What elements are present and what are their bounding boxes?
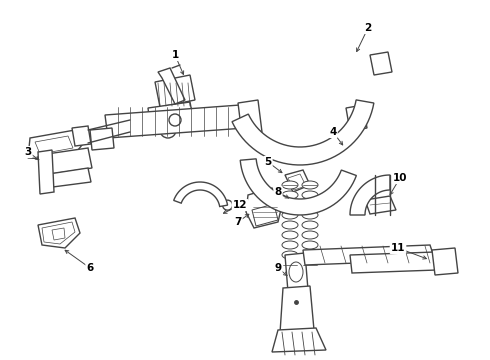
Ellipse shape — [282, 211, 298, 219]
Polygon shape — [288, 174, 306, 190]
Polygon shape — [155, 75, 195, 107]
Polygon shape — [246, 188, 282, 228]
Polygon shape — [272, 328, 326, 352]
Polygon shape — [42, 222, 75, 244]
Text: 10: 10 — [393, 173, 407, 183]
Ellipse shape — [282, 201, 298, 209]
Polygon shape — [432, 248, 458, 275]
Ellipse shape — [302, 201, 318, 209]
Polygon shape — [285, 170, 310, 192]
Polygon shape — [350, 175, 390, 215]
Polygon shape — [232, 100, 374, 165]
Polygon shape — [158, 68, 185, 104]
Polygon shape — [28, 130, 82, 160]
Polygon shape — [285, 253, 308, 292]
Text: 9: 9 — [274, 263, 282, 273]
Ellipse shape — [282, 191, 298, 199]
Polygon shape — [38, 150, 54, 194]
Ellipse shape — [282, 231, 298, 239]
Circle shape — [160, 122, 176, 138]
Polygon shape — [252, 204, 278, 226]
Ellipse shape — [302, 231, 318, 239]
Text: 1: 1 — [172, 50, 179, 60]
Polygon shape — [365, 196, 396, 214]
Circle shape — [169, 114, 181, 126]
Polygon shape — [238, 100, 262, 135]
Polygon shape — [240, 159, 356, 215]
Polygon shape — [346, 105, 367, 131]
Polygon shape — [52, 228, 65, 240]
Polygon shape — [370, 52, 392, 75]
Polygon shape — [90, 128, 114, 150]
Text: 4: 4 — [329, 127, 337, 137]
Text: 5: 5 — [265, 157, 271, 167]
Polygon shape — [38, 218, 80, 248]
Ellipse shape — [282, 241, 298, 249]
Text: 11: 11 — [391, 243, 405, 253]
Ellipse shape — [302, 191, 318, 199]
Polygon shape — [72, 126, 91, 146]
Text: 6: 6 — [86, 263, 94, 273]
Text: 2: 2 — [365, 23, 371, 33]
Polygon shape — [35, 136, 73, 154]
Polygon shape — [40, 148, 92, 175]
Ellipse shape — [302, 241, 318, 249]
Polygon shape — [105, 105, 245, 138]
Ellipse shape — [282, 181, 298, 189]
Ellipse shape — [282, 221, 298, 229]
Circle shape — [222, 200, 233, 210]
Polygon shape — [303, 245, 435, 265]
Text: 12: 12 — [233, 200, 247, 210]
Text: 8: 8 — [274, 187, 282, 197]
Polygon shape — [280, 286, 314, 333]
Ellipse shape — [302, 221, 318, 229]
Ellipse shape — [302, 211, 318, 219]
Polygon shape — [42, 168, 91, 188]
Ellipse shape — [302, 181, 318, 189]
Polygon shape — [148, 102, 193, 124]
Text: 3: 3 — [24, 147, 32, 157]
Text: 7: 7 — [234, 217, 242, 227]
Ellipse shape — [302, 251, 318, 259]
Polygon shape — [350, 252, 437, 273]
Polygon shape — [173, 182, 227, 207]
Ellipse shape — [289, 262, 303, 282]
Ellipse shape — [282, 251, 298, 259]
